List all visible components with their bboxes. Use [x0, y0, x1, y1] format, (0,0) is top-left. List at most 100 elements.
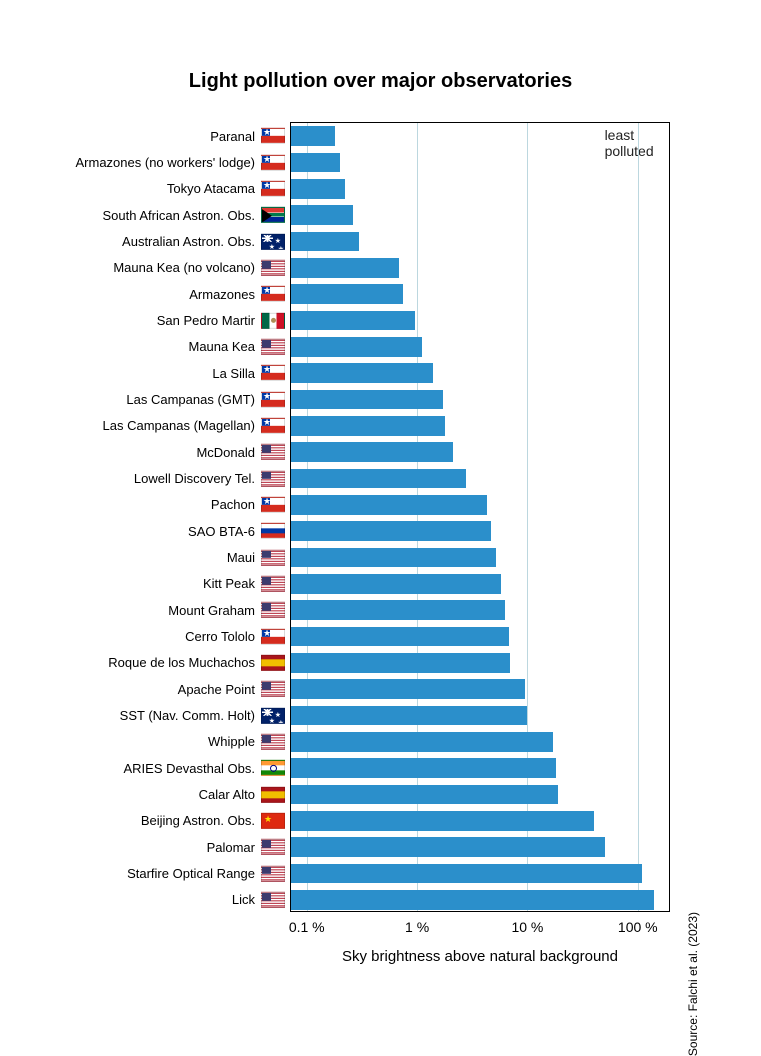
annotation-least-polluted: least polluted — [605, 127, 669, 159]
flag-icon — [261, 576, 285, 592]
x-tick-label: 1 % — [405, 911, 429, 935]
y-tick: ARIES Devasthal Obs. — [124, 755, 292, 781]
y-tick: Lowell Discovery Tel. — [134, 465, 291, 491]
observatory-label: Kitt Peak — [203, 576, 255, 591]
observatory-label: Mount Graham — [168, 603, 255, 618]
y-tick: Roque de los Muchachos — [108, 650, 291, 676]
y-tick: Apache Point — [178, 676, 291, 702]
bar — [291, 627, 509, 646]
bar — [291, 653, 510, 672]
observatory-label: Apache Point — [178, 682, 255, 697]
x-tick-label: 0.1 % — [289, 911, 325, 935]
observatory-label: Lowell Discovery Tel. — [134, 471, 255, 486]
y-tick: Armazones — [189, 281, 291, 307]
flag-icon — [261, 207, 285, 223]
observatory-label: SST (Nav. Comm. Holt) — [120, 708, 255, 723]
y-tick: San Pedro Martir — [157, 307, 291, 333]
y-tick: Mount Graham — [168, 597, 291, 623]
flag-icon — [261, 628, 285, 644]
flag-icon — [261, 602, 285, 618]
flag-icon — [261, 760, 285, 776]
y-tick: Cerro Tololo — [185, 623, 291, 649]
flag-icon — [261, 549, 285, 565]
y-tick: SST (Nav. Comm. Holt) — [120, 702, 291, 728]
bar — [291, 837, 605, 856]
y-tick: Tokyo Atacama — [167, 176, 291, 202]
observatory-label: Armazones (no workers' lodge) — [76, 155, 256, 170]
observatory-label: Starfire Optical Range — [127, 866, 255, 881]
bar — [291, 574, 501, 593]
y-tick: Starfire Optical Range — [127, 860, 291, 886]
flag-icon — [261, 312, 285, 328]
flag-icon — [261, 497, 285, 513]
flag-icon — [261, 391, 285, 407]
y-tick: South African Astron. Obs. — [103, 202, 291, 228]
bar — [291, 495, 487, 514]
observatory-label: Palomar — [207, 840, 255, 855]
flag-icon — [261, 681, 285, 697]
y-tick: McDonald — [196, 439, 291, 465]
bar — [291, 416, 445, 435]
bar — [291, 390, 443, 409]
y-tick: Lick — [232, 887, 291, 913]
flag-icon — [261, 865, 285, 881]
y-tick: Las Campanas (GMT) — [126, 386, 291, 412]
flag-icon — [261, 260, 285, 276]
bar — [291, 179, 345, 198]
observatory-label: Whipple — [208, 734, 255, 749]
observatory-label: South African Astron. Obs. — [103, 208, 255, 223]
observatory-label: Las Campanas (Magellan) — [103, 418, 255, 433]
bar — [291, 679, 525, 698]
observatory-label: Australian Astron. Obs. — [122, 234, 255, 249]
source-citation: Source: Falchi et al. (2023) — [686, 912, 700, 1056]
y-tick: Maui — [227, 544, 291, 570]
bar — [291, 469, 466, 488]
bar — [291, 205, 353, 224]
bar — [291, 126, 335, 145]
observatory-label: Mauna Kea — [189, 339, 256, 354]
chart-title: Light pollution over major observatories — [0, 70, 761, 93]
observatory-label: Pachon — [211, 497, 255, 512]
observatory-label: Lick — [232, 892, 255, 907]
bar — [291, 232, 359, 251]
observatory-label: Roque de los Muchachos — [108, 655, 255, 670]
observatory-label: Armazones — [189, 287, 255, 302]
flag-icon — [261, 813, 285, 829]
observatory-label: Paranal — [210, 129, 255, 144]
gridline — [638, 123, 639, 911]
flag-icon — [261, 470, 285, 486]
flag-icon — [261, 655, 285, 671]
bar — [291, 153, 340, 172]
observatory-label: La Silla — [212, 366, 255, 381]
y-tick: Australian Astron. Obs. — [122, 228, 291, 254]
y-tick: Palomar — [207, 834, 291, 860]
flag-icon — [261, 418, 285, 434]
bar — [291, 337, 422, 356]
y-tick: Mauna Kea (no volcano) — [113, 255, 291, 281]
x-tick-label: 100 % — [618, 911, 658, 935]
bar — [291, 706, 527, 725]
y-tick: Whipple — [208, 729, 291, 755]
y-tick: Paranal — [210, 123, 291, 149]
y-tick: Kitt Peak — [203, 571, 291, 597]
flag-icon — [261, 707, 285, 723]
bar — [291, 258, 399, 277]
observatory-label: ARIES Devasthal Obs. — [124, 761, 256, 776]
flag-icon — [261, 365, 285, 381]
flag-icon — [261, 734, 285, 750]
y-tick: Las Campanas (Magellan) — [103, 413, 291, 439]
plot-area: least polluted 0.1 %1 %10 %100 %ParanalA… — [290, 122, 670, 912]
bar — [291, 284, 403, 303]
flag-icon — [261, 444, 285, 460]
y-tick: Calar Alto — [199, 781, 291, 807]
x-tick-label: 10 % — [511, 911, 543, 935]
bar — [291, 363, 433, 382]
observatory-label: Tokyo Atacama — [167, 181, 255, 196]
flag-icon — [261, 892, 285, 908]
y-tick: Mauna Kea — [189, 334, 292, 360]
flag-icon — [261, 839, 285, 855]
observatory-label: Las Campanas (GMT) — [126, 392, 255, 407]
bar — [291, 758, 556, 777]
y-tick: Beijing Astron. Obs. — [141, 808, 291, 834]
observatory-label: Maui — [227, 550, 255, 565]
